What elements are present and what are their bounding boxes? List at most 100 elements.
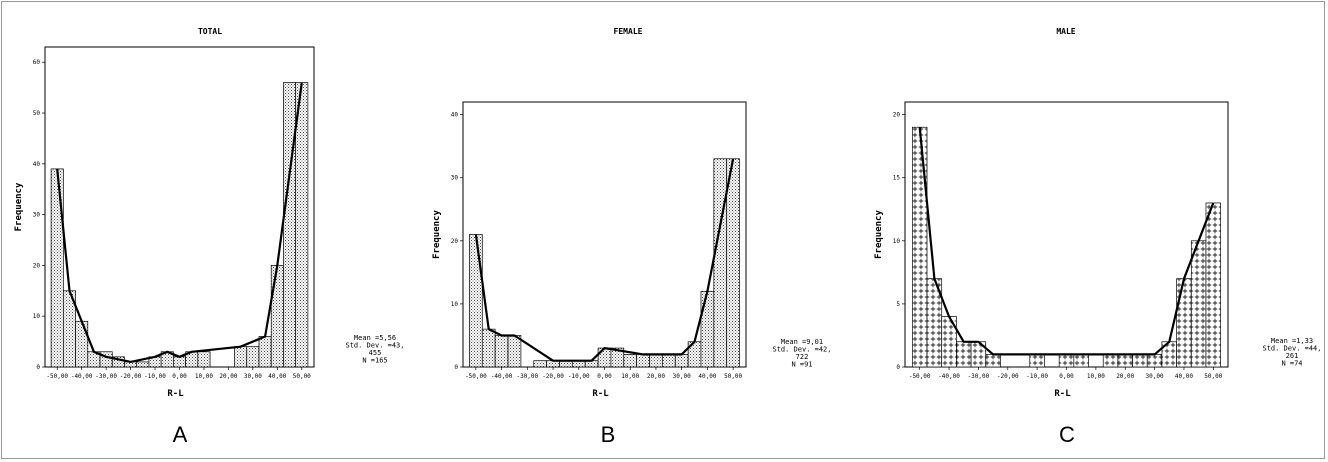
x-tick-label: -10,00 [568,373,590,380]
x-tick-label: 0,00 [1059,373,1074,380]
y-axis-label: Frequency [432,210,442,259]
y-tick-label: 10 [893,238,901,245]
histogram-bar [197,351,211,368]
x-tick-label: 40,00 [698,373,716,380]
histogram-bar [533,360,547,368]
y-tick-label: 10 [33,313,41,320]
x-tick-label: -40,00 [71,373,93,380]
histogram-bar [597,347,612,368]
y-tick-label: 20 [893,112,901,119]
histogram-bar [283,82,297,368]
histogram-bar [1176,278,1192,368]
y-tick-label: 40 [451,112,459,119]
x-tick-label: 50,00 [1204,373,1222,380]
stats-line: 722 [796,353,809,361]
x-tick-label: -10,00 [144,373,166,380]
y-tick-label: 40 [33,161,41,168]
x-tick-label: -20,00 [997,373,1019,380]
stats-line: Std. Dev. =42, [772,346,831,354]
histogram-bar [75,320,89,368]
histogram-bar [234,346,248,368]
y-tick-label: 60 [33,59,41,66]
x-tick-label: -50,00 [909,373,931,380]
x-tick-label: 40,00 [1175,373,1193,380]
histogram-bar [1102,354,1119,368]
x-tick-label: 10,00 [621,373,639,380]
y-tick-label: 5 [896,301,900,308]
panel-letter: B [601,422,616,447]
x-tick-label: 40,00 [268,373,286,380]
y-tick-label: 20 [33,262,41,269]
stats-line: N =74 [1281,360,1302,368]
y-tick-label: 0 [454,364,458,371]
y-tick-label: 50 [33,110,41,117]
y-tick-label: 15 [893,175,901,182]
x-tick-label: -40,00 [491,373,513,380]
x-tick-label: -40,00 [938,373,960,380]
panel-letter: A [173,422,188,447]
histogram-bar [662,354,676,368]
y-axis-label: Frequency [874,210,884,259]
histogram-bar [1146,354,1163,368]
chart-title: MALE [1056,27,1075,36]
stats-line: Std. Dev. =44, [1262,345,1321,353]
x-tick-label: 10,00 [195,373,213,380]
x-tick-label: 20,00 [1116,373,1134,380]
x-tick-label: 30,00 [1146,373,1164,380]
histogram-bar [1132,354,1148,368]
x-axis-label: R-L [1054,389,1071,399]
histogram-bar [1058,354,1075,368]
histogram-bar [295,82,309,368]
x-tick-label: 50,00 [724,373,742,380]
histogram-bar [469,234,483,368]
x-tick-label: 30,00 [244,373,262,380]
x-tick-label: -30,00 [968,373,990,380]
x-tick-label: -20,00 [120,373,142,380]
histogram-bar [1190,240,1207,368]
histogram-bar [507,335,522,368]
stats-line: Mean =9,01 [781,338,823,346]
histogram-panel-b: -50,00 -40,00 -30,00 -20,00 -10,00 0,00 10,00 2… [432,27,832,447]
frequency-polygon [474,158,735,362]
histogram-bar [674,354,689,368]
stats-line: Mean =1,33 [1271,337,1313,345]
panel-letter: C [1059,422,1075,447]
y-tick-label: 30 [451,175,459,182]
histogram-bar [494,335,509,368]
y-tick-label: 0 [896,364,900,371]
x-tick-label: 30,00 [673,373,691,380]
histogram-bar [1029,354,1045,368]
x-tick-label: 0,00 [597,373,612,380]
histogram-bar [713,158,728,368]
histogram-bar [911,126,928,368]
histogram-bar [985,354,1001,368]
stats-line: N =91 [791,361,812,369]
histogram-bar [136,361,150,368]
stats-line: Std. Dev. =43, [345,342,404,350]
x-tick-label: -10,00 [1026,373,1048,380]
histogram-bar [50,168,64,368]
y-axis-label: Frequency [14,182,24,231]
histogram-bar [956,341,972,368]
histogram-bar [173,356,186,368]
x-tick-label: -50,00 [465,373,487,380]
x-tick-label: 0,00 [172,373,187,380]
histogram-bar [1073,354,1089,368]
y-tick-label: 10 [451,301,459,308]
y-tick-label: 0 [36,364,40,371]
frequency-polygon [918,127,1215,356]
y-tick-label: 20 [451,238,459,245]
stats-line: 455 [369,349,382,357]
chart-title: TOTAL [198,27,222,36]
x-tick-label: 10,00 [1087,373,1105,380]
x-tick-label: -30,00 [516,373,538,380]
histogram-bar [481,328,496,368]
histogram-bar [270,265,284,368]
x-tick-label: -30,00 [95,373,117,380]
x-tick-label: 20,00 [647,373,665,380]
x-axis-label: R-L [167,389,184,399]
x-tick-label: -50,00 [46,373,68,380]
histogram-panel-c: -50,00 -40,00 -30,00 -20,00 -10,00 0,00 10,00 2… [874,27,1322,447]
